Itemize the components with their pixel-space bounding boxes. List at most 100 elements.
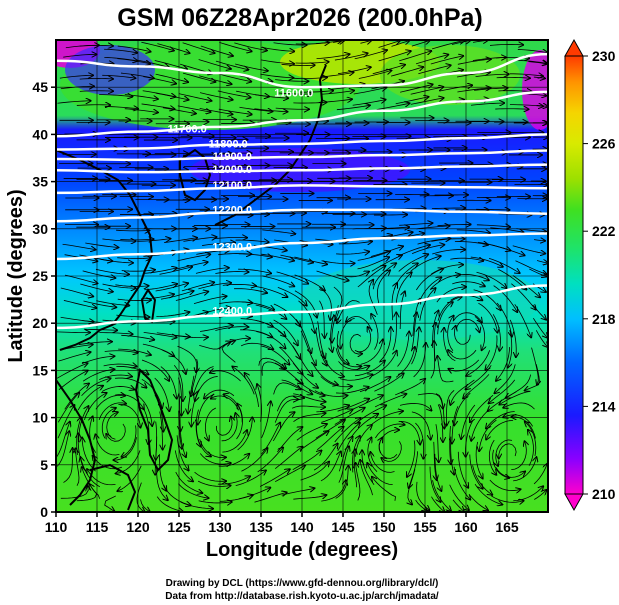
streamline-arrow [351,395,383,410]
streamline-arrow [175,471,203,493]
streamline-arrow [160,366,177,399]
streamline-arrow [56,332,90,333]
streamline-arrow [498,91,531,92]
x-tick-label: 135 [249,519,273,535]
streamline-arrow [174,262,208,270]
streamline-arrow [486,420,514,440]
streamline-arrow [83,300,117,307]
streamline-arrow [62,243,96,249]
streamline-arrow [215,327,248,331]
colorbar-tick-label: 230 [592,48,616,64]
streamline-arrow [277,287,307,305]
streamline-arrow [450,379,475,405]
streamline-arrow [280,254,313,262]
field-patch-violet-n [65,45,155,95]
streamline-arrow [372,477,396,501]
streamline-arrow [434,453,442,491]
streamline-arrow [115,394,144,410]
streamline-arrow [84,393,106,421]
streamline-arrow [512,245,545,254]
streamline-arrow [353,87,387,95]
streamline-arrow [476,225,510,227]
streamline-arrow [106,423,126,442]
streamline-arrow [157,43,189,54]
colorbar-tick-label: 222 [592,223,616,239]
streamline-arrow [506,374,532,398]
streamline-arrow [415,422,423,459]
streamline-arrow [116,315,149,317]
streamline-arrow [178,483,208,498]
contour-line [56,232,548,261]
streamline-arrow [99,258,133,263]
streamline-arrow [397,332,409,367]
streamline-arrow [471,409,490,441]
streamline-arrow [336,105,370,111]
streamline-arrow [354,50,387,60]
streamline-arrow [294,256,327,264]
streamline-arrow [434,323,436,361]
y-tick-label: 40 [32,126,48,142]
streamline-arrow [155,283,188,292]
streamline-arrow [375,424,404,439]
streamline-arrow [393,263,418,290]
colorbar-tick-label: 218 [592,311,616,327]
streamline-arrow [372,351,397,377]
streamline-arrow [275,80,308,82]
streamline-arrow [371,314,379,350]
streamline-arrow [60,86,94,88]
streamline-arrow [222,430,247,453]
streamline-arrow [198,283,231,290]
streamline-arrow [430,56,463,65]
streamline-arrow [278,346,302,374]
streamline-arrow [257,384,262,422]
streamline-arrow [410,256,441,272]
streamline-arrow [182,42,215,53]
streamline-arrow [222,284,256,286]
streamline-arrow [488,257,520,273]
contour-label: 12200.0 [212,205,252,217]
streamline-arrow [456,230,490,233]
streamline-arrow [407,440,416,476]
streamline-arrow [174,450,193,481]
streamline-arrow [82,438,96,472]
streamline-arrow [117,45,151,52]
contour-line [56,90,548,138]
streamline-arrow [395,97,429,105]
streamline-arrow [486,411,515,428]
streamline-arrow [451,40,470,45]
streamline-arrow [492,449,510,478]
streamline-arrow [96,300,129,306]
streamline-arrow [213,237,247,238]
streamline-arrow [429,275,460,290]
height-contours [56,52,548,330]
streamline-arrow [104,351,138,353]
streamline-arrow [113,437,137,460]
streamline-arrow [121,425,137,456]
streamline-arrow [79,78,113,79]
streamline-arrow [58,371,88,390]
streamline-arrow [338,361,369,369]
streamline-arrow [78,406,89,442]
streamline-arrow [449,484,469,510]
streamline-arrow [90,416,96,453]
x-tick-label: 160 [454,519,478,535]
streamline-arrow [509,319,516,357]
streamline-arrow [181,282,214,292]
streamline-arrow [141,41,173,50]
streamline-arrow [489,479,521,491]
contour-label: 11800.0 [209,139,248,151]
streamline-arrow [456,273,488,280]
streamline-arrow [164,238,197,243]
streamline-arrow [485,335,498,370]
coastline-japan [214,64,327,226]
streamline-arrow [450,258,483,261]
streamline-arrow [234,42,267,51]
streamline-arrow [318,99,352,102]
streamline-arrow [182,72,215,82]
streamline-arrow [161,349,186,374]
streamline-arrow [320,91,354,95]
streamline-arrow [509,74,543,76]
streamline-arrow [199,108,233,114]
streamline-arrow [457,451,468,488]
